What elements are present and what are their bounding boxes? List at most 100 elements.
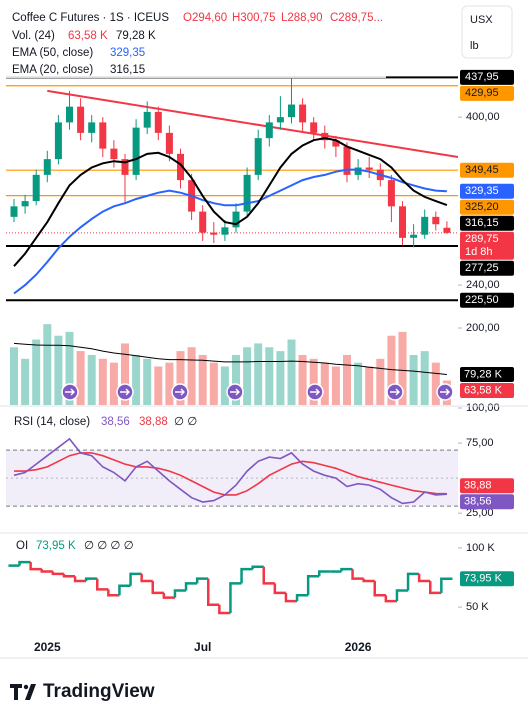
volume-bar bbox=[331, 366, 340, 405]
volume-bar bbox=[220, 366, 229, 405]
volume-bar bbox=[276, 351, 285, 405]
volume-bar bbox=[209, 362, 218, 405]
rsi-ma-legend-value: 38,88 bbox=[139, 416, 168, 428]
candle-body bbox=[243, 174, 251, 212]
candle-body bbox=[88, 122, 96, 133]
y-tick-label: 400,00 bbox=[466, 111, 500, 123]
candle-body bbox=[299, 104, 307, 123]
candle-body bbox=[210, 232, 218, 235]
candle-body bbox=[354, 167, 362, 175]
price-label: 437,95 bbox=[465, 71, 499, 83]
price-label: 289,75 bbox=[465, 233, 499, 245]
volume-bar bbox=[198, 354, 207, 405]
countdown: 1d 8h bbox=[465, 246, 493, 258]
brand-logo bbox=[10, 684, 36, 700]
candle-body bbox=[54, 122, 62, 160]
oi-step bbox=[107, 589, 120, 597]
volume-bar bbox=[232, 354, 240, 405]
oi-step bbox=[173, 589, 187, 598]
oi-step bbox=[73, 576, 87, 583]
candle-body bbox=[365, 167, 373, 170]
oi-step bbox=[362, 578, 375, 583]
candle-body bbox=[154, 111, 162, 133]
oi-step bbox=[262, 566, 275, 585]
y-tick-label: 100,00 bbox=[466, 402, 500, 414]
legend-bg bbox=[6, 6, 386, 78]
candle-body bbox=[387, 180, 395, 207]
pane-label-bg bbox=[460, 382, 514, 398]
volume-bar bbox=[354, 362, 363, 405]
ema50-legend-value: 329,35 bbox=[110, 47, 145, 59]
candle-body bbox=[321, 132, 329, 141]
oi-step bbox=[84, 577, 98, 582]
volume-bar bbox=[343, 354, 351, 405]
oi-step bbox=[284, 592, 298, 603]
candle-body bbox=[99, 122, 107, 149]
oi-step bbox=[129, 572, 142, 586]
volume-bar bbox=[320, 362, 329, 405]
pane-label: 73,95 K bbox=[464, 573, 503, 585]
volume-bar bbox=[121, 343, 129, 405]
candle-body bbox=[276, 117, 284, 123]
volume-bar bbox=[10, 347, 18, 405]
volume-bar bbox=[109, 362, 118, 405]
oi-step bbox=[429, 581, 442, 595]
price-label: 277,25 bbox=[465, 262, 499, 274]
price-label-bg bbox=[460, 292, 514, 308]
price-label: 429,95 bbox=[465, 87, 499, 99]
oi-step bbox=[29, 562, 42, 571]
volume-legend-value: 63,58 K bbox=[68, 30, 108, 42]
candle-body bbox=[343, 146, 351, 175]
volume-bar bbox=[176, 351, 185, 405]
y-tick-label: 75,00 bbox=[466, 437, 494, 449]
candle-body bbox=[421, 216, 429, 235]
volume-bar bbox=[87, 354, 96, 405]
oi-step bbox=[351, 569, 364, 580]
candle-body bbox=[165, 132, 173, 154]
candle-body bbox=[66, 106, 73, 123]
rsi-ma-line bbox=[14, 452, 447, 496]
oi-step bbox=[417, 573, 431, 583]
volume-bar bbox=[132, 354, 141, 405]
pane-label-bg bbox=[460, 366, 514, 382]
currency-box[interactable] bbox=[461, 5, 513, 59]
oi-step bbox=[151, 581, 164, 595]
volume-bar bbox=[76, 351, 85, 405]
volume-bar bbox=[409, 354, 418, 405]
ema-line bbox=[13, 168, 447, 295]
oi-step bbox=[207, 578, 220, 606]
price-label-bg bbox=[460, 183, 514, 199]
price-label: 325,20 bbox=[465, 201, 499, 213]
ohlc-open: O294,60 bbox=[183, 12, 227, 24]
oi-step bbox=[384, 595, 397, 603]
oi-step bbox=[118, 584, 131, 596]
oi-step bbox=[306, 575, 320, 596]
price-label: 316,15 bbox=[465, 217, 499, 229]
candle-body bbox=[121, 159, 129, 175]
oi-step bbox=[251, 565, 264, 570]
candle-body bbox=[199, 211, 207, 233]
candle-body bbox=[132, 127, 140, 175]
candle-body bbox=[10, 206, 18, 217]
ema20-legend-value: 316,15 bbox=[110, 64, 145, 76]
candle-body bbox=[110, 148, 118, 160]
volume-bar bbox=[143, 358, 152, 405]
event-arrows bbox=[65, 388, 450, 396]
oi-step bbox=[229, 582, 242, 614]
price-label-bg bbox=[460, 199, 514, 215]
volume-bar bbox=[165, 362, 174, 405]
volume-bar bbox=[43, 324, 52, 405]
oi-step bbox=[51, 571, 64, 576]
volume-bar bbox=[376, 358, 385, 405]
candle-body bbox=[332, 140, 340, 147]
candle-body bbox=[288, 104, 295, 118]
oi-step bbox=[240, 567, 253, 584]
price-label-bg bbox=[460, 231, 514, 260]
pane-label-bg bbox=[460, 478, 514, 494]
brand-name: TradingView bbox=[43, 681, 155, 702]
pane-label: 63,58 K bbox=[464, 384, 503, 396]
oi-legend-value: 73,95 K bbox=[36, 540, 76, 552]
volume-bar bbox=[265, 347, 274, 405]
volume-bar bbox=[287, 339, 296, 405]
